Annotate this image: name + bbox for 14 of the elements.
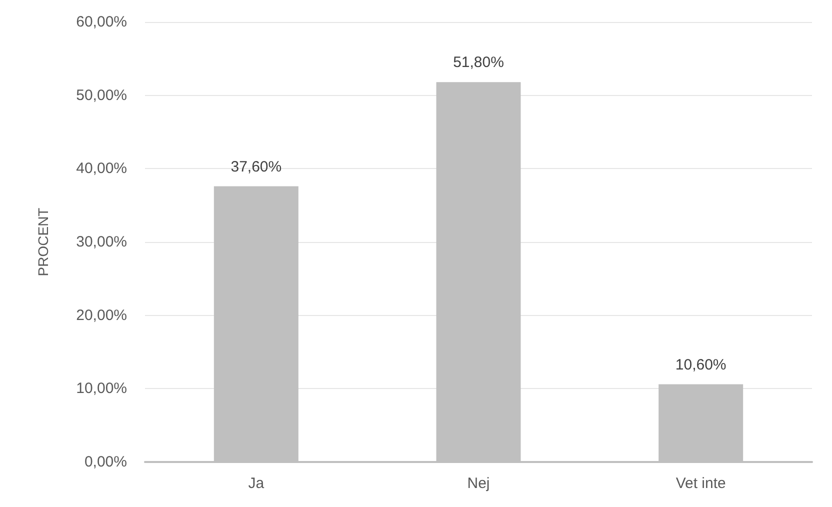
y-axis-title: PROCENT	[35, 207, 51, 276]
y-tick-label: 50,00%	[76, 86, 127, 104]
y-tick-label: 40,00%	[76, 160, 127, 178]
x-tick-label: Vet inte	[676, 475, 726, 492]
data-label: 10,60%	[675, 356, 726, 374]
x-tick-label: Nej	[467, 475, 490, 492]
y-tick-label: 10,00%	[76, 380, 127, 398]
data-label: 37,60%	[230, 158, 282, 176]
y-tick-label: 0,00%	[84, 454, 127, 470]
y-tick-label: 20,00%	[76, 306, 127, 324]
y-tick-label: 30,00%	[76, 234, 127, 250]
x-tick-label: Ja	[248, 475, 265, 492]
data-label: 51,80%	[453, 54, 504, 72]
y-tick-label: 60,00%	[76, 14, 127, 30]
